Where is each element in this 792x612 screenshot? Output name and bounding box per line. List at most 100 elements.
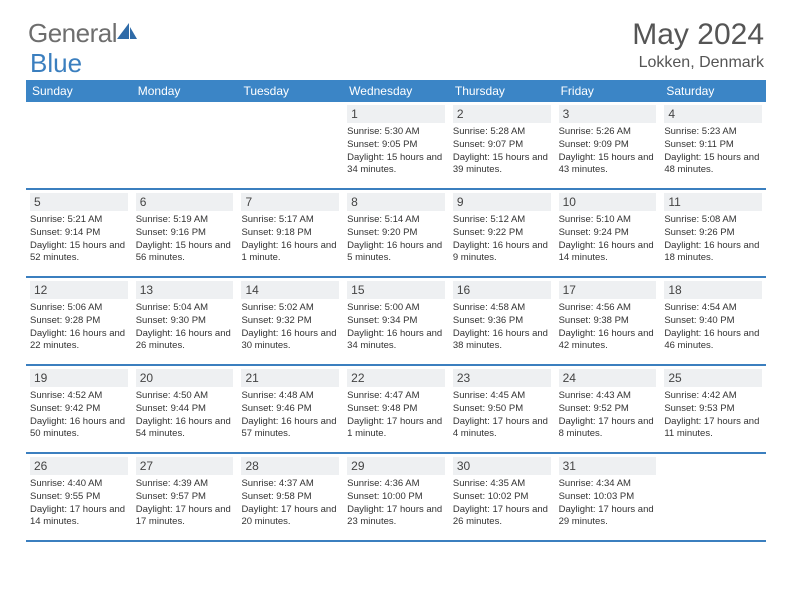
dow-monday: Monday — [132, 80, 238, 102]
location-label: Lokken, Denmark — [632, 54, 764, 72]
day-number: 23 — [453, 369, 551, 387]
day-number: 18 — [664, 281, 762, 299]
day-details: Sunrise: 4:50 AMSunset: 9:44 PMDaylight:… — [136, 390, 234, 441]
day-cell: 2Sunrise: 5:28 AMSunset: 9:07 PMDaylight… — [449, 102, 555, 188]
day-number: 1 — [347, 105, 445, 123]
day-details: Sunrise: 5:17 AMSunset: 9:18 PMDaylight:… — [241, 214, 339, 265]
week-row: 19 Sunrise: 4:52 AMSunset: 9:42 PMDayligh… — [26, 366, 766, 454]
day-number: 2 — [453, 105, 551, 123]
day-details: Sunrise: 4:39 AMSunset: 9:57 PMDaylight:… — [136, 478, 234, 529]
day-details: Sunrise: 4:42 AMSunset: 9:53 PMDaylight:… — [664, 390, 762, 441]
day-number: 7 — [241, 193, 339, 211]
day-cell: 25 Sunrise: 4:42 AMSunset: 9:53 PMDayligh… — [660, 366, 766, 452]
day-number: 20 — [136, 369, 234, 387]
day-number: 29 — [347, 457, 445, 475]
day-number: 3 — [559, 105, 657, 123]
day-details: Sunrise: 4:34 AMSunset: 10:03 PMDaylight… — [559, 478, 657, 529]
day-number: 17 — [559, 281, 657, 299]
day-details: Sunrise: 4:37 AMSunset: 9:58 PMDaylight:… — [241, 478, 339, 529]
day-cell — [26, 102, 132, 188]
dow-thursday: Thursday — [449, 80, 555, 102]
day-cell: 17 Sunrise: 4:56 AMSunset: 9:38 PMDayligh… — [555, 278, 661, 364]
day-details: Sunrise: 4:36 AMSunset: 10:00 PMDaylight… — [347, 478, 445, 529]
week-row: 1 Sunrise: 5:30 AMSunset: 9:05 PMDaylight… — [26, 102, 766, 190]
week-row: 5Sunrise: 5:21 AMSunset: 9:14 PMDaylight… — [26, 190, 766, 278]
day-cell: 3Sunrise: 5:26 AMSunset: 9:09 PMDaylight… — [555, 102, 661, 188]
dow-saturday: Saturday — [660, 80, 766, 102]
dow-row: SundayMondayTuesdayWednesdayThursdayFrid… — [26, 80, 766, 102]
day-number: 9 — [453, 193, 551, 211]
day-cell — [237, 102, 343, 188]
week-row: 12 Sunrise: 5:06 AMSunset: 9:28 PMDayligh… — [26, 278, 766, 366]
logo-sail-icon — [115, 21, 139, 41]
day-number: 24 — [559, 369, 657, 387]
title-block: May 2024 Lokken, Denmark — [632, 18, 764, 72]
calendar: SundayMondayTuesdayWednesdayThursdayFrid… — [0, 80, 792, 542]
day-details: Sunrise: 4:48 AMSunset: 9:46 PMDaylight:… — [241, 390, 339, 441]
day-number: 19 — [30, 369, 128, 387]
day-cell: 13 Sunrise: 5:04 AMSunset: 9:30 PMDayligh… — [132, 278, 238, 364]
day-number: 13 — [136, 281, 234, 299]
day-details: Sunrise: 5:12 AMSunset: 9:22 PMDaylight:… — [453, 214, 551, 265]
day-cell: 24 Sunrise: 4:43 AMSunset: 9:52 PMDayligh… — [555, 366, 661, 452]
brand-blue: Blue — [30, 48, 82, 79]
day-number: 12 — [30, 281, 128, 299]
day-number: 26 — [30, 457, 128, 475]
day-cell: 18 Sunrise: 4:54 AMSunset: 9:40 PMDayligh… — [660, 278, 766, 364]
day-cell: 12 Sunrise: 5:06 AMSunset: 9:28 PMDayligh… — [26, 278, 132, 364]
day-cell: 15Sunrise: 5:00 AMSunset: 9:34 PMDayligh… — [343, 278, 449, 364]
day-cell: 11 Sunrise: 5:08 AMSunset: 9:26 PMDayligh… — [660, 190, 766, 276]
day-number: 21 — [241, 369, 339, 387]
day-details: Sunrise: 5:23 AMSunset: 9:11 PMDaylight:… — [664, 126, 762, 177]
day-number: 15 — [347, 281, 445, 299]
day-cell — [132, 102, 238, 188]
day-number: 4 — [664, 105, 762, 123]
day-details: Sunrise: 4:56 AMSunset: 9:38 PMDaylight:… — [559, 302, 657, 353]
day-cell: 19 Sunrise: 4:52 AMSunset: 9:42 PMDayligh… — [26, 366, 132, 452]
day-number: 25 — [664, 369, 762, 387]
day-details: Sunrise: 4:52 AMSunset: 9:42 PMDaylight:… — [30, 390, 128, 441]
day-number: 6 — [136, 193, 234, 211]
day-number: 11 — [664, 193, 762, 211]
dow-friday: Friday — [555, 80, 661, 102]
brand-general: General — [28, 18, 117, 49]
header: General May 2024 Lokken, Denmark — [0, 0, 792, 80]
day-number: 28 — [241, 457, 339, 475]
day-details: Sunrise: 5:14 AMSunset: 9:20 PMDaylight:… — [347, 214, 445, 265]
day-details: Sunrise: 4:47 AMSunset: 9:48 PMDaylight:… — [347, 390, 445, 441]
day-number: 22 — [347, 369, 445, 387]
day-details: Sunrise: 4:35 AMSunset: 10:02 PMDaylight… — [453, 478, 551, 529]
day-number: 30 — [453, 457, 551, 475]
dow-tuesday: Tuesday — [237, 80, 343, 102]
day-number: 31 — [559, 457, 657, 475]
day-details: Sunrise: 5:30 AMSunset: 9:05 PMDaylight:… — [347, 126, 445, 177]
day-cell: 10Sunrise: 5:10 AMSunset: 9:24 PMDayligh… — [555, 190, 661, 276]
day-cell: 7 Sunrise: 5:17 AMSunset: 9:18 PMDaylight… — [237, 190, 343, 276]
day-details: Sunrise: 4:58 AMSunset: 9:36 PMDaylight:… — [453, 302, 551, 353]
dow-wednesday: Wednesday — [343, 80, 449, 102]
day-cell: 16 Sunrise: 4:58 AMSunset: 9:36 PMDayligh… — [449, 278, 555, 364]
day-cell: 20 Sunrise: 4:50 AMSunset: 9:44 PMDayligh… — [132, 366, 238, 452]
day-cell: 5Sunrise: 5:21 AMSunset: 9:14 PMDaylight… — [26, 190, 132, 276]
day-details: Sunrise: 4:54 AMSunset: 9:40 PMDaylight:… — [664, 302, 762, 353]
day-details: Sunrise: 5:19 AMSunset: 9:16 PMDaylight:… — [136, 214, 234, 265]
day-cell: 21 Sunrise: 4:48 AMSunset: 9:46 PMDayligh… — [237, 366, 343, 452]
month-title: May 2024 — [632, 18, 764, 52]
day-cell: 23 Sunrise: 4:45 AMSunset: 9:50 PMDayligh… — [449, 366, 555, 452]
dow-sunday: Sunday — [26, 80, 132, 102]
day-details: Sunrise: 5:06 AMSunset: 9:28 PMDaylight:… — [30, 302, 128, 353]
day-cell: 22 Sunrise: 4:47 AMSunset: 9:48 PMDayligh… — [343, 366, 449, 452]
brand-logo: General — [28, 18, 139, 49]
day-details: Sunrise: 5:21 AMSunset: 9:14 PMDaylight:… — [30, 214, 128, 265]
day-details: Sunrise: 5:04 AMSunset: 9:30 PMDaylight:… — [136, 302, 234, 353]
day-details: Sunrise: 5:02 AMSunset: 9:32 PMDaylight:… — [241, 302, 339, 353]
day-cell — [660, 454, 766, 540]
day-number: 16 — [453, 281, 551, 299]
day-details: Sunrise: 4:45 AMSunset: 9:50 PMDaylight:… — [453, 390, 551, 441]
day-details: Sunrise: 4:43 AMSunset: 9:52 PMDaylight:… — [559, 390, 657, 441]
day-details: Sunrise: 5:10 AMSunset: 9:24 PMDaylight:… — [559, 214, 657, 265]
day-cell: 8Sunrise: 5:14 AMSunset: 9:20 PMDaylight… — [343, 190, 449, 276]
day-cell: 26Sunrise: 4:40 AMSunset: 9:55 PMDayligh… — [26, 454, 132, 540]
day-details: Sunrise: 5:08 AMSunset: 9:26 PMDaylight:… — [664, 214, 762, 265]
day-cell: 30 Sunrise: 4:35 AMSunset: 10:02 PMDaylig… — [449, 454, 555, 540]
